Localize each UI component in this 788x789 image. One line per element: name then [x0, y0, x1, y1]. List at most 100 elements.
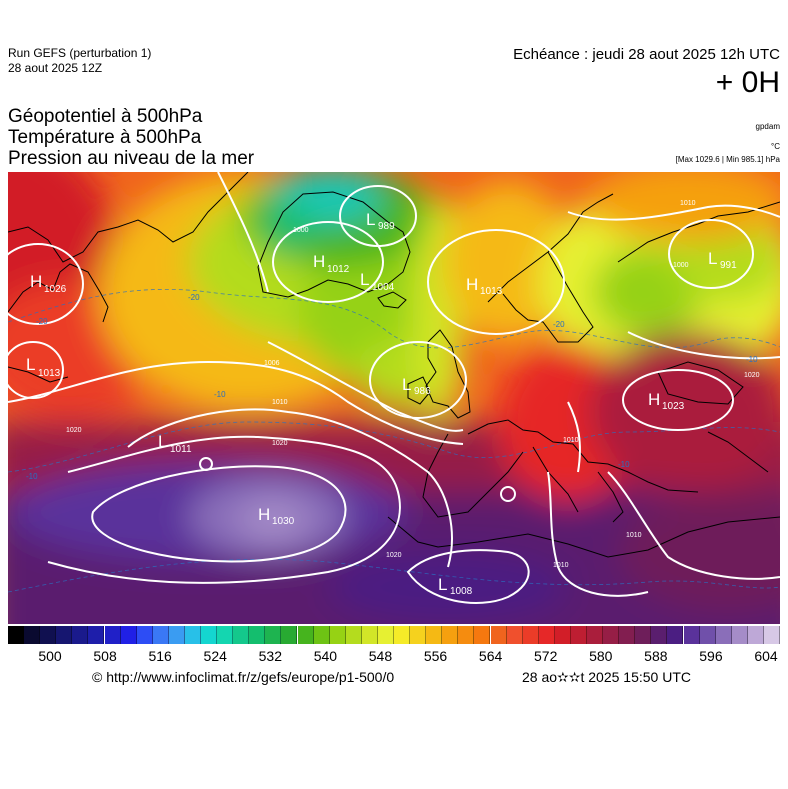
run-title: Run GEFS (perturbation 1) — [8, 46, 152, 60]
colorbar-swatch — [619, 626, 636, 644]
colorbar-swatch — [667, 626, 684, 644]
colorbar-tick-label: 508 — [93, 648, 117, 664]
svg-text:H: H — [258, 505, 270, 524]
colorbar-swatch — [538, 626, 555, 644]
isobar-label: 1010 — [680, 200, 696, 207]
colorbar-swatch — [394, 626, 411, 644]
svg-text:991: 991 — [720, 260, 737, 271]
temperature-label: -20 — [188, 293, 200, 302]
colorbar-swatch — [313, 626, 330, 644]
colorbar-swatch — [56, 626, 73, 644]
colorbar-swatch — [651, 626, 668, 644]
colorbar-swatch — [233, 626, 250, 644]
parameter-temperature: Température à 500hPa — [8, 127, 202, 148]
colorbar-swatch — [88, 626, 105, 644]
svg-text:L: L — [366, 210, 375, 229]
isobar-label: 1006 — [264, 360, 280, 367]
geopotential-field — [8, 172, 780, 624]
colorbar-swatch — [715, 626, 732, 644]
generation-time: 28 ao✫✫t 2025 15:50 UTC — [522, 669, 692, 685]
pressure-center-high: H 1013 — [466, 275, 503, 297]
colorbar-tick-label: 540 — [313, 648, 338, 664]
colorbar-swatch — [361, 626, 378, 644]
svg-text:1011: 1011 — [170, 444, 192, 455]
pressure-center-low: L 1011 — [158, 432, 192, 455]
colorbar-swatch — [136, 626, 153, 644]
colorbar-swatch — [603, 626, 620, 644]
colorbar-swatch — [8, 626, 25, 644]
pressure-centers: H 1026 L 1013 L 1011 H 1030 H 1012 L 989 L 1004… — [26, 210, 737, 597]
svg-text:H: H — [648, 390, 660, 409]
pressure-center-high: H 1026 — [30, 272, 67, 295]
colorbar-swatch — [442, 626, 459, 644]
colorbar-swatch — [265, 626, 282, 644]
pressure-range: [Max 1029.6 | Min 985.1] hPa — [675, 155, 780, 164]
pressure-center-low: L 1004 — [360, 270, 395, 293]
colorbar-swatch — [168, 626, 185, 644]
svg-text:L: L — [158, 432, 167, 451]
colorbar-swatch — [72, 626, 89, 644]
colorbar-tick-label: 572 — [534, 648, 558, 664]
colorbar-swatch — [426, 626, 443, 644]
colorbar-swatch — [281, 626, 298, 644]
run-date: 28 aout 2025 12Z — [8, 61, 103, 75]
colorbar-swatch — [120, 626, 137, 644]
colorbar-tick-label: 596 — [699, 648, 723, 664]
colorbar-swatch — [554, 626, 571, 644]
colorbar-swatch — [297, 626, 314, 644]
svg-text:986: 986 — [414, 386, 431, 397]
colorbar-swatch — [490, 626, 507, 644]
colorbar-swatch — [217, 626, 234, 644]
svg-text:1030: 1030 — [272, 516, 295, 527]
colorbar-swatch — [184, 626, 201, 644]
colorbar-tick-label: 588 — [644, 648, 668, 664]
colorbar-tick-label: 524 — [203, 648, 227, 664]
pressure-center-low: L 1013 — [26, 355, 61, 379]
svg-text:L: L — [360, 270, 369, 289]
unit-geopotential: gpdam — [755, 122, 780, 131]
isobar-label: 1020 — [744, 372, 760, 379]
colorbar-swatch — [699, 626, 716, 644]
pressure-center-low: L 989 — [366, 210, 395, 232]
colorbar-swatch — [683, 626, 700, 644]
colorbar-swatch — [570, 626, 587, 644]
colorbar-tick-label: 516 — [148, 648, 172, 664]
temperature-label: -20 — [553, 320, 565, 329]
svg-text:H: H — [313, 252, 325, 271]
colorbar-tick-label: 532 — [258, 648, 282, 664]
isobar-label: 1010 — [553, 562, 569, 569]
colorbar-tick-label: 556 — [423, 648, 448, 664]
colorbar-swatch — [506, 626, 523, 644]
colorbar-swatch — [40, 626, 57, 644]
isobar-label: 1010 — [272, 399, 288, 406]
isobar-label: 1020 — [272, 440, 288, 447]
isobar-label: 1000 — [293, 227, 309, 234]
isobars — [8, 172, 780, 604]
colorbar-tick-label: 564 — [478, 648, 503, 664]
weather-map: 1000 1006 1010 1020 1020 1010 1010 1020 … — [8, 172, 780, 624]
colorbar-swatch — [152, 626, 169, 644]
svg-text:1012: 1012 — [327, 264, 350, 275]
colorbar-swatch — [731, 626, 748, 644]
colorbar-tick-label: 548 — [368, 648, 393, 664]
pressure-center-low: L 991 — [708, 249, 737, 271]
colorbar-swatch — [522, 626, 539, 644]
unit-temperature: °C — [771, 142, 780, 151]
svg-text:H: H — [30, 272, 42, 291]
svg-text:L: L — [708, 249, 717, 268]
temperature-labels: -20 -20 -10 -10 -10 -20 -10 — [26, 293, 758, 481]
pressure-center-low: L 1008 — [438, 575, 473, 597]
colorbar-swatch — [474, 626, 491, 644]
isobar-label: 1010 — [626, 532, 642, 539]
isobar-label: 1000 — [673, 262, 689, 269]
colorbar-tick-label: 500 — [38, 648, 62, 664]
colorbar-tick-label: 580 — [589, 648, 613, 664]
temperature-label: -10 — [618, 460, 630, 469]
svg-text:1004: 1004 — [372, 282, 395, 293]
colorbar-tick-label: 604 — [754, 648, 778, 664]
colorbar-swatch — [201, 626, 218, 644]
parameter-geopotential: Géopotentiel à 500hPa — [8, 106, 203, 127]
colorbar-swatch — [635, 626, 652, 644]
pressure-center-high: H 1012 — [313, 252, 350, 275]
svg-text:1008: 1008 — [450, 586, 473, 597]
